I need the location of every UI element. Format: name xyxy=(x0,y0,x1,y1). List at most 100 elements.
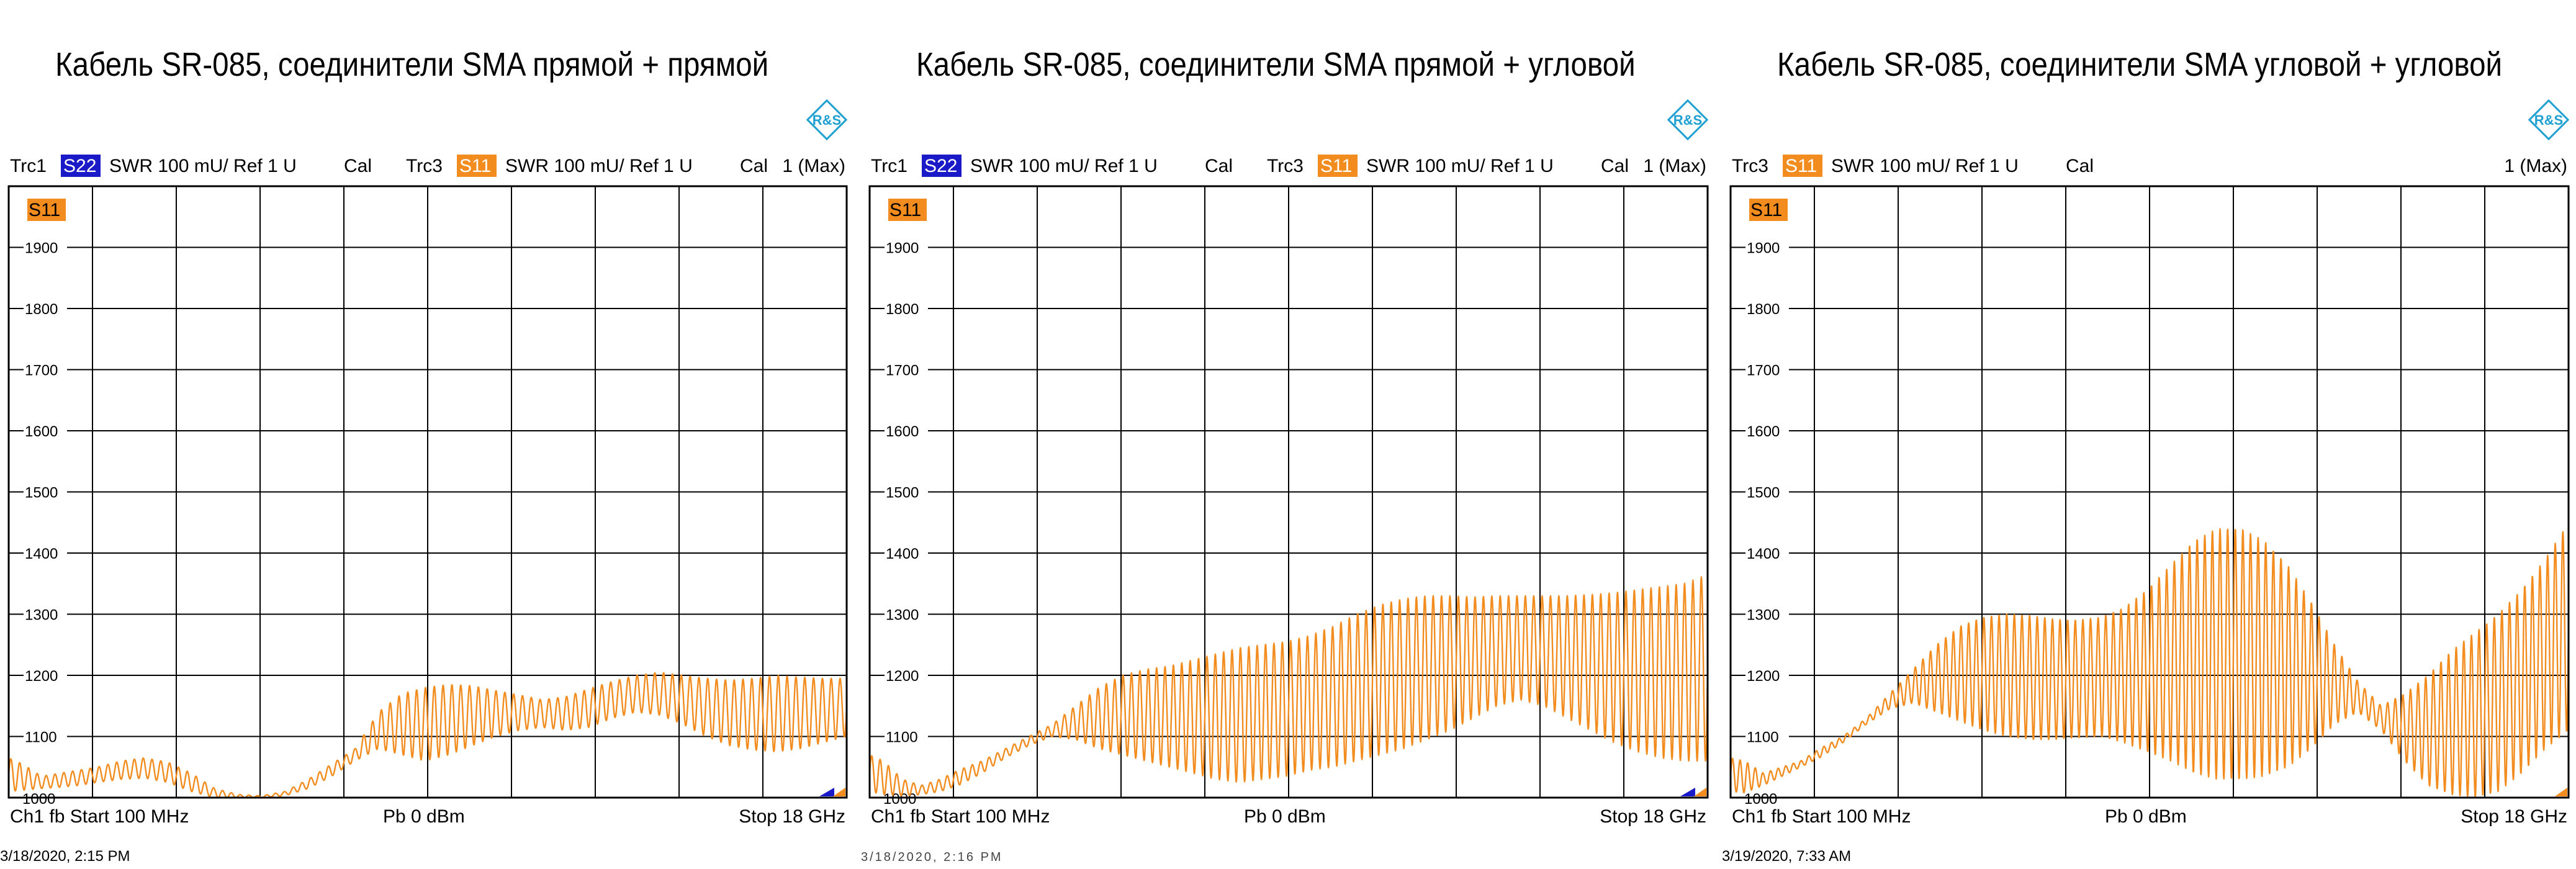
plot-frame-top xyxy=(7,185,848,799)
y-tick-label: 1800 xyxy=(25,301,58,318)
y-tick-label: 1200 xyxy=(1747,668,1780,685)
chart-title: Кабель SR-085, соединители SMA прямой + … xyxy=(916,45,1636,83)
timestamp: 3/19/2020, 7:33 AM xyxy=(1722,848,1851,865)
y-tick-label: 1300 xyxy=(1747,607,1780,624)
plot-trace-badge-bg xyxy=(888,199,927,221)
y-tick-label: 1600 xyxy=(25,423,58,440)
y-tick-bg xyxy=(1745,422,1789,439)
marker-triangle-s22 xyxy=(819,788,834,796)
plot-trace-badge: S11 xyxy=(1750,200,1782,220)
trace-badge: S11 xyxy=(1320,156,1352,176)
y-tick-bg xyxy=(24,300,67,317)
plot-trace-badge: S11 xyxy=(29,200,60,220)
chart-title-group: Кабель SR-085, соединители SMA угловой +… xyxy=(1777,45,2502,83)
y-tick-label: 1100 xyxy=(886,729,918,746)
y-tick-label: 1600 xyxy=(1747,423,1780,440)
footer-stop: Stop 18 GHz xyxy=(739,806,845,827)
y-tick-bg xyxy=(24,361,67,379)
corner-marker-icons xyxy=(2555,788,2567,796)
y-tick-label: 1400 xyxy=(25,546,58,562)
marker-info: 1 (Max) xyxy=(2504,156,2567,176)
y-tick-bg xyxy=(1745,483,1789,501)
trace-line-s11 xyxy=(7,672,848,799)
footer-stop: Stop 18 GHz xyxy=(1600,806,1706,827)
y-tick-bg xyxy=(24,544,67,562)
trace-format: SWR 100 mU/ Ref 1 U xyxy=(505,156,693,176)
y-tick-label: 1200 xyxy=(886,668,919,685)
y-tick-bg xyxy=(885,544,928,562)
y-tick-label: 1700 xyxy=(886,362,919,379)
trace-line-s11 xyxy=(1729,528,2570,798)
trace-format: SWR 100 mU/ Ref 1 U xyxy=(1831,156,2019,176)
chart-title-group: Кабель SR-085, соединители SMA прямой + … xyxy=(916,45,1636,83)
y-tick-bg xyxy=(885,667,928,684)
trace-format: SWR 100 mU/ Ref 1 U xyxy=(1366,156,1554,176)
marker-triangle-s22 xyxy=(1680,788,1695,796)
y-tick-bg xyxy=(24,238,67,256)
trace-cal: Cal xyxy=(2066,156,2094,176)
chart-title: Кабель SR-085, соединители SMA угловой +… xyxy=(1777,45,2502,83)
trace-badge-bg xyxy=(457,155,497,177)
marker-triangle-s11 xyxy=(2555,788,2567,796)
y-tick-bg xyxy=(1745,300,1789,317)
trace-badge: S22 xyxy=(63,156,96,176)
y-tick-bg xyxy=(1745,544,1789,562)
y-tick-label: 1800 xyxy=(1747,301,1780,318)
y-tick-label: 1700 xyxy=(25,362,58,379)
trace-name: Trc3 xyxy=(1267,156,1304,176)
y-tick-bg xyxy=(885,300,928,317)
trace-name: Trc1 xyxy=(871,156,907,176)
y-tick-label: 1400 xyxy=(1747,546,1780,562)
chart-panel-2: Кабель SR-085, соединители SMA прямой + … xyxy=(861,45,1709,864)
y-tick-bg xyxy=(1745,361,1789,379)
logo-diamond xyxy=(1667,99,1709,141)
marker-info: 1 (Max) xyxy=(782,156,845,176)
trace-badge: S11 xyxy=(459,156,491,176)
y-tick-label: 1300 xyxy=(25,607,58,624)
y-tick-bg xyxy=(1745,667,1789,684)
y-tick-bg xyxy=(1745,727,1789,745)
y-tick-label: 1900 xyxy=(1747,240,1780,257)
y-tick-bg xyxy=(24,605,67,623)
marker-triangle-s11 xyxy=(1694,788,1706,796)
footer-power: Pb 0 dBm xyxy=(1244,806,1326,827)
trace-badge-bg xyxy=(1783,155,1822,177)
rohde-schwarz-logo-icon: R&S xyxy=(2528,99,2570,141)
trace-format: SWR 100 mU/ Ref 1 U xyxy=(970,156,1158,176)
y-tick-label: 1500 xyxy=(886,485,919,502)
y-tick-bg xyxy=(1745,605,1789,623)
y-tick-label: 1000 xyxy=(22,791,55,808)
plot-frame-top xyxy=(1729,185,2570,799)
y-tick-label: 1100 xyxy=(25,729,57,746)
logo-diamond xyxy=(2528,99,2570,141)
rohde-schwarz-logo-icon: R&S xyxy=(806,99,848,141)
y-tick-label: 1100 xyxy=(1747,729,1779,746)
footer-stop: Stop 18 GHz xyxy=(2461,806,2567,827)
trace-cal: Cal xyxy=(740,156,768,176)
plot-trace-badge: S11 xyxy=(889,200,921,220)
corner-marker-icons xyxy=(1680,788,1706,796)
trace-badge: S11 xyxy=(1785,156,1817,176)
timestamp: 3/18/2020, 2:15 PM xyxy=(0,848,130,865)
chart-panel-1: Кабель SR-085, соединители SMA прямой + … xyxy=(0,45,848,865)
trace-cal: Cal xyxy=(344,156,372,176)
y-tick-bg xyxy=(1745,238,1789,256)
rohde-schwarz-logo-icon: R&S xyxy=(1667,99,1709,141)
trace-cal: Cal xyxy=(1205,156,1233,176)
y-tick-label: 1200 xyxy=(25,668,58,685)
y-tick-bg xyxy=(24,727,67,745)
y-tick-bg xyxy=(24,422,67,439)
chart-title-group: Кабель SR-085, соединители SMA прямой + … xyxy=(55,45,768,83)
footer-power: Pb 0 dBm xyxy=(383,806,465,827)
trace-name: Trc1 xyxy=(10,156,47,176)
trace-name: Trc3 xyxy=(1732,156,1768,176)
y-tick-label: 1000 xyxy=(1744,791,1777,808)
y-tick-label: 1500 xyxy=(25,485,58,502)
y-tick-label: 1300 xyxy=(886,607,919,624)
chart-panel-3: Кабель SR-085, соединители SMA угловой +… xyxy=(1722,45,2570,865)
y-tick-bg xyxy=(885,605,928,623)
y-tick-bg xyxy=(885,422,928,439)
y-tick-bg xyxy=(24,667,67,684)
plot-grid xyxy=(9,186,847,798)
